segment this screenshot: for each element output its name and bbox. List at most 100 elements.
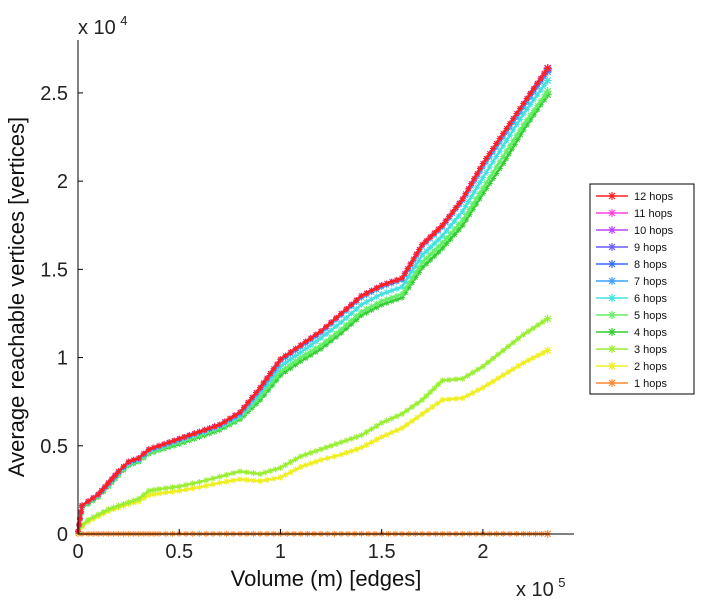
series-marker <box>503 125 510 132</box>
series-marker <box>115 502 122 509</box>
series-marker <box>419 241 426 248</box>
series-marker <box>95 491 102 498</box>
series-marker <box>312 331 319 338</box>
series-marker <box>273 377 280 384</box>
series-end-marker <box>543 76 552 85</box>
y-multiplier-base: x 10 <box>78 17 116 39</box>
series-marker <box>169 488 176 495</box>
series-marker <box>79 522 86 529</box>
series-marker <box>338 326 345 333</box>
series-marker <box>368 296 375 303</box>
series-marker <box>443 240 450 247</box>
series-marker <box>449 209 456 216</box>
legend-label: 7 hops <box>634 276 668 288</box>
series-marker <box>270 475 277 482</box>
legend-label: 8 hops <box>634 259 668 271</box>
series-marker <box>150 444 157 451</box>
series-marker <box>353 446 360 453</box>
series-marker <box>105 479 112 486</box>
series-marker <box>479 190 486 197</box>
series-marker <box>378 298 385 305</box>
series-marker <box>513 132 520 139</box>
series-marker <box>423 255 430 262</box>
series-marker <box>527 93 534 100</box>
series-marker <box>424 407 431 414</box>
series-marker <box>398 275 405 282</box>
series-marker <box>257 393 264 400</box>
series-marker <box>353 433 360 440</box>
series-marker <box>250 470 257 477</box>
series-marker <box>471 175 478 182</box>
series-marker <box>517 126 524 133</box>
series-marker <box>368 287 375 294</box>
series-marker <box>530 107 537 114</box>
series-marker <box>297 358 304 365</box>
series-marker <box>169 484 176 491</box>
series-marker <box>388 294 395 301</box>
series-marker <box>393 285 400 292</box>
legend-label: 12 hops <box>634 191 674 203</box>
legend-entry: 3 hops <box>596 344 668 356</box>
series-marker <box>506 132 513 139</box>
series-marker <box>541 82 548 89</box>
series-end-marker <box>543 314 552 323</box>
series-marker <box>500 153 507 160</box>
legend-marker <box>608 362 616 370</box>
series-marker <box>373 293 380 300</box>
series-marker <box>523 99 530 106</box>
series-marker <box>323 331 329 338</box>
series-marker <box>446 213 453 220</box>
series-marker <box>419 264 426 271</box>
series-marker <box>263 476 270 483</box>
series-marker <box>459 208 466 215</box>
series-marker <box>500 347 507 354</box>
series-marker <box>402 278 409 285</box>
series-marker <box>505 369 512 376</box>
series-marker <box>312 345 319 352</box>
series-marker <box>523 106 530 113</box>
series-marker <box>338 329 345 336</box>
series-marker <box>297 463 304 470</box>
series-marker <box>405 273 412 280</box>
series-marker <box>85 498 92 505</box>
series-12-hops <box>75 64 552 535</box>
series-marker <box>484 381 491 388</box>
series-marker <box>443 235 450 242</box>
series-marker <box>506 142 513 149</box>
series-marker <box>412 269 419 276</box>
series-marker <box>530 85 537 92</box>
series-6-hops <box>75 76 552 535</box>
series-marker <box>388 278 395 285</box>
series-marker <box>435 381 442 388</box>
series-marker <box>373 422 380 429</box>
legend-marker <box>608 311 616 319</box>
series-marker <box>312 448 319 455</box>
series-marker <box>348 448 355 455</box>
series-marker <box>333 323 340 330</box>
series-marker <box>100 508 107 515</box>
series-marker <box>520 331 527 338</box>
series-marker <box>171 437 178 444</box>
series-marker <box>176 435 183 442</box>
series-marker <box>465 185 472 192</box>
series-marker <box>277 464 284 471</box>
series-marker <box>348 317 355 324</box>
series-marker <box>302 462 309 469</box>
series-marker <box>166 439 173 446</box>
series-marker <box>206 425 213 432</box>
y-tick-label: 0 <box>57 524 68 546</box>
series-marker <box>464 372 471 379</box>
series-marker <box>265 383 272 390</box>
series-marker <box>496 158 503 165</box>
series-marker <box>463 216 470 223</box>
y-multiplier: x 10 4 <box>78 13 128 39</box>
legend-marker <box>608 294 616 302</box>
series-marker <box>378 301 385 308</box>
series-marker <box>307 335 314 342</box>
series-marker <box>520 111 527 118</box>
series-marker <box>368 426 375 433</box>
series-marker <box>541 92 548 99</box>
series-marker <box>282 359 289 366</box>
series-marker <box>282 461 289 468</box>
series-marker <box>479 384 486 391</box>
